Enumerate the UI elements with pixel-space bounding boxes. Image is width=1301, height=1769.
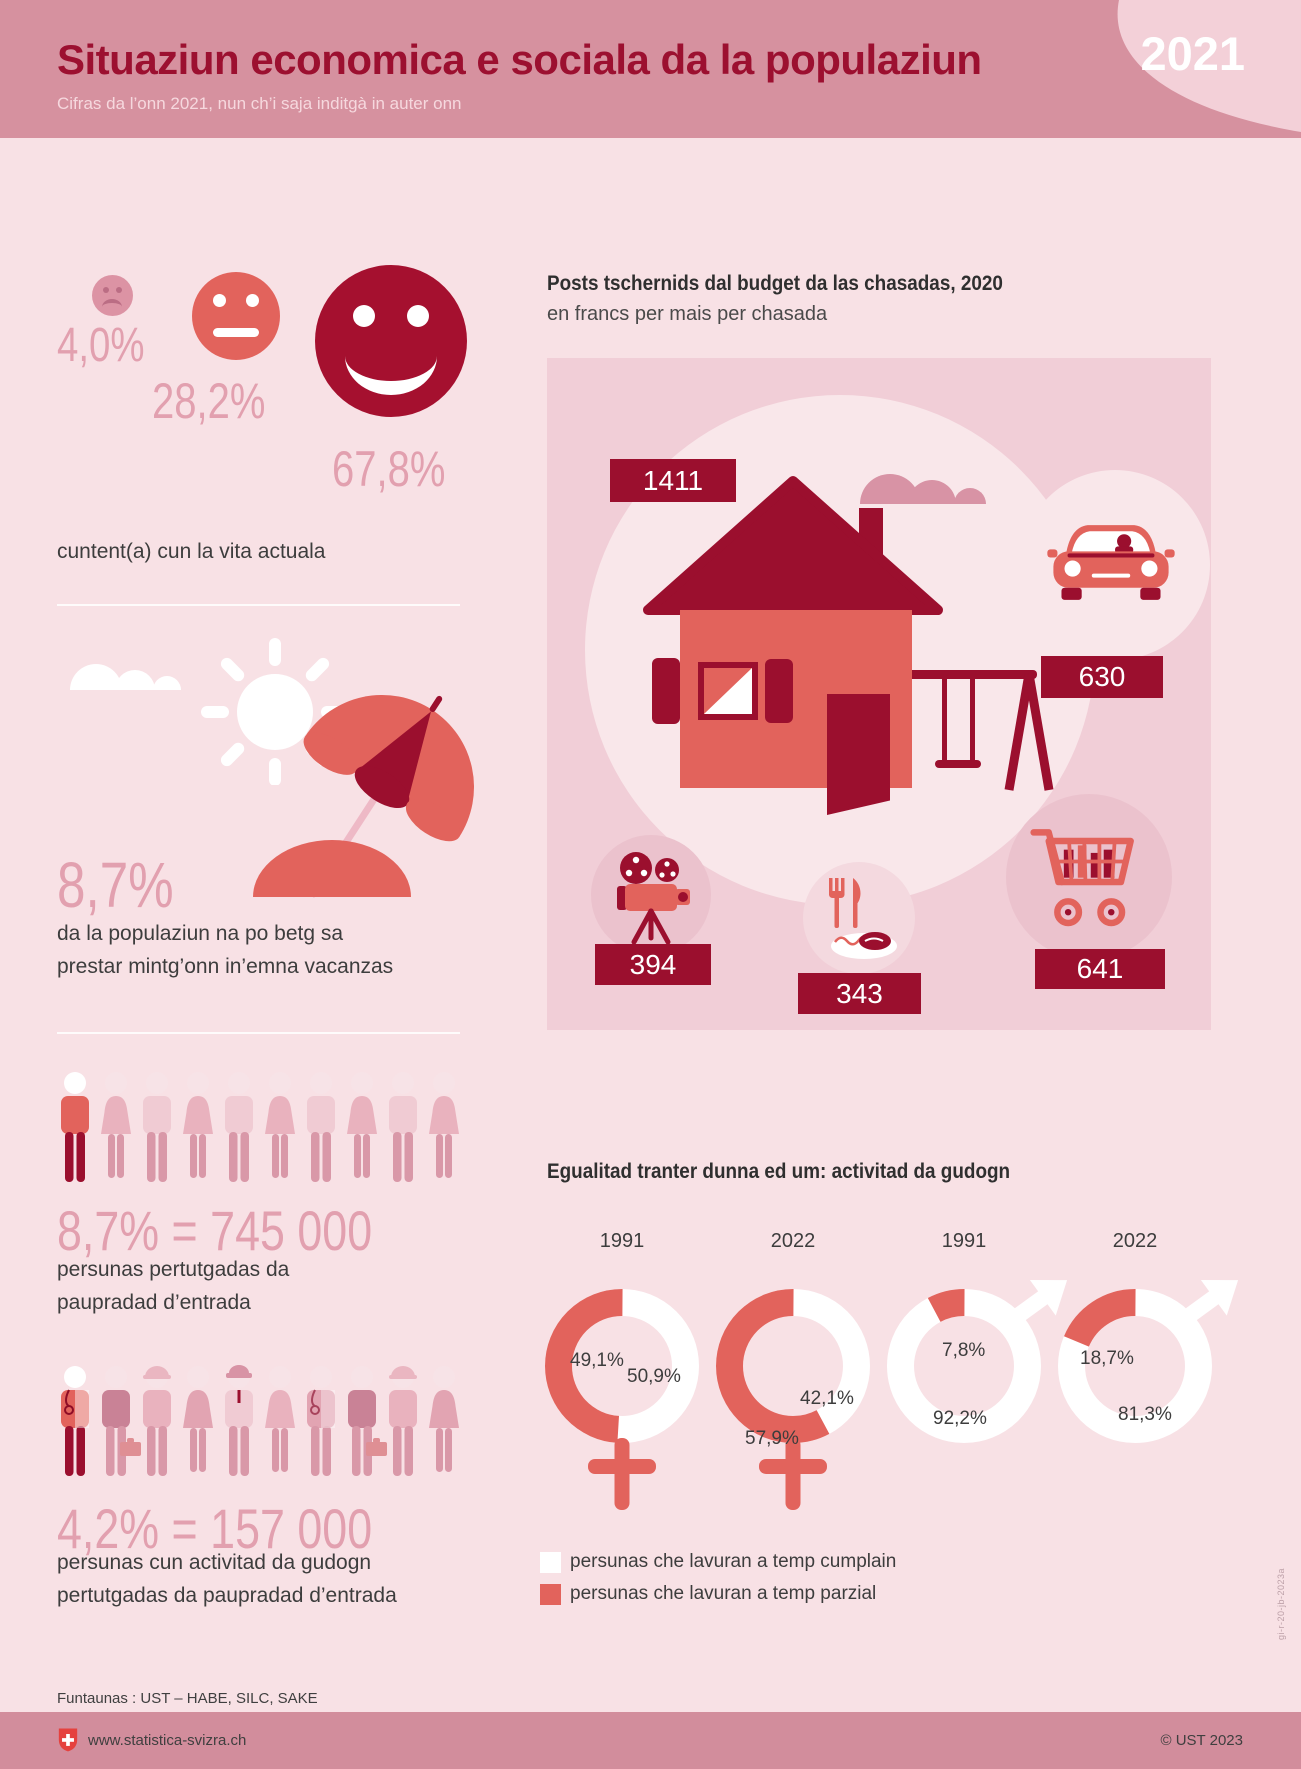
budget-value-house: 1411 bbox=[610, 459, 736, 502]
donut-year-1: 2022 bbox=[770, 1230, 816, 1252]
donut-3-full-label: 81,3% bbox=[1118, 1404, 1172, 1425]
page-title: Situaziun economica e sociala da la popu… bbox=[57, 36, 982, 83]
male-symbol-donut-2022 bbox=[1058, 1279, 1239, 1443]
car-icon bbox=[1047, 525, 1175, 600]
working-poor-headline: 4,2% = 157 000 bbox=[57, 1497, 373, 1560]
film-projector-icon bbox=[617, 852, 690, 945]
budget-title: Posts tschernids dal budget da las chasa… bbox=[547, 272, 1003, 295]
pct-happy: 67,8% bbox=[332, 441, 446, 497]
shutter-left bbox=[652, 658, 680, 724]
vacation-pct: 8,7% bbox=[57, 849, 174, 921]
donut-year-0: 1991 bbox=[599, 1230, 645, 1252]
house-door bbox=[827, 694, 890, 815]
donut-1-full-label: 42,1% bbox=[800, 1388, 854, 1409]
legend-item-fulltime: persunas che lavuran a temp cumplain bbox=[540, 1551, 896, 1573]
swing-icon bbox=[905, 670, 1054, 791]
poverty-caption-line1: persunas pertutgadas da bbox=[57, 1258, 290, 1281]
happy-face-icon bbox=[315, 265, 467, 417]
satisfaction-caption: cuntent(a) cun la vita actuala bbox=[57, 540, 326, 563]
donut-0-part-label: 49,1% bbox=[570, 1350, 624, 1371]
sad-face-icon bbox=[92, 275, 133, 316]
pct-neutral: 28,2% bbox=[152, 373, 266, 429]
page-subtitle: Cifras da l’onn 2021, nun ch’i saja indi… bbox=[57, 94, 462, 113]
budget-panel: 1411 630 394 343 641 bbox=[547, 358, 1211, 1030]
header-corner-shape bbox=[1117, 0, 1301, 132]
donut-0-full-label: 50,9% bbox=[627, 1366, 681, 1387]
legend-swatch-parttime bbox=[540, 1583, 561, 1605]
legend-item-parttime: persunas che lavuran a temp parzial bbox=[540, 1583, 876, 1605]
year-badge: 2021 bbox=[1140, 27, 1245, 80]
header-band: 2021 Situaziun economica e sociala da la… bbox=[0, 0, 1301, 138]
donut-year-3: 2022 bbox=[1112, 1230, 1158, 1252]
footer-url[interactable]: www.statistica-svizra.ch bbox=[88, 1732, 247, 1749]
vacation-caption-line2: prestar mintg’onn in’emna vacanzas bbox=[57, 955, 394, 978]
equality-title: Egualitad tranter dunna ed um: activitad… bbox=[547, 1160, 1011, 1183]
budget-value-meal: 343 bbox=[798, 973, 921, 1014]
legend-label-parttime: persunas che lavuran a temp parzial bbox=[570, 1583, 877, 1604]
window-frame bbox=[698, 662, 758, 720]
cart-circle bbox=[1006, 794, 1172, 960]
footer-band: www.statistica-svizra.ch © UST 2023 bbox=[0, 1712, 1301, 1769]
divider-line bbox=[57, 1032, 460, 1034]
poverty-caption-line2: paupradad d’entrada bbox=[57, 1291, 251, 1314]
cloud-icon bbox=[70, 664, 181, 690]
donut-2-part-label: 7,8% bbox=[942, 1340, 986, 1361]
working-poor-caption-line1: persunas cun activitad da gudogn bbox=[57, 1551, 372, 1574]
clouds-icon bbox=[860, 474, 986, 504]
shutter-right bbox=[765, 659, 793, 723]
donut-3-part-label: 18,7% bbox=[1080, 1348, 1134, 1369]
source-note: Funtaunas : UST – HABE, SILC, SAKE bbox=[57, 1690, 318, 1707]
meal-icon bbox=[829, 878, 897, 959]
shopping-cart-icon bbox=[1030, 829, 1134, 927]
neutral-face-icon bbox=[192, 272, 280, 360]
budget-value-car: 630 bbox=[1041, 656, 1163, 698]
budget-subtitle: en francs per mais per chasada bbox=[547, 303, 828, 325]
donut-1-part-label: 57,9% bbox=[745, 1428, 799, 1449]
male-symbol-donut-1991 bbox=[887, 1279, 1068, 1443]
working-poor-caption-line2: pertutgadas da paupradad d’entrada bbox=[57, 1584, 397, 1607]
footer-copyright: © UST 2023 bbox=[1160, 1732, 1244, 1749]
poverty-people-icons bbox=[61, 1072, 459, 1182]
budget-value-projector: 394 bbox=[595, 944, 711, 985]
divider-line bbox=[57, 604, 460, 606]
female-symbol-donut-2022 bbox=[716, 1289, 870, 1510]
pct-sad: 4,0% bbox=[57, 319, 145, 372]
worker-people-icons bbox=[61, 1365, 459, 1476]
female-symbol-donut-1991 bbox=[545, 1289, 699, 1510]
swiss-cross-icon bbox=[58, 1728, 78, 1752]
donut-2-full-label: 92,2% bbox=[933, 1408, 987, 1429]
legend-swatch-fulltime bbox=[540, 1551, 561, 1573]
vacation-caption-line1: da la populaziun na po betg sa bbox=[57, 922, 344, 945]
legend-label-fulltime: persunas che lavuran a temp cumplain bbox=[570, 1551, 897, 1572]
poverty-headline: 8,7% = 745 000 bbox=[57, 1199, 373, 1262]
side-note: gi-r-20-jb-2023a bbox=[1276, 1567, 1286, 1640]
budget-value-cart: 641 bbox=[1035, 949, 1165, 989]
donut-year-2: 1991 bbox=[941, 1230, 987, 1252]
